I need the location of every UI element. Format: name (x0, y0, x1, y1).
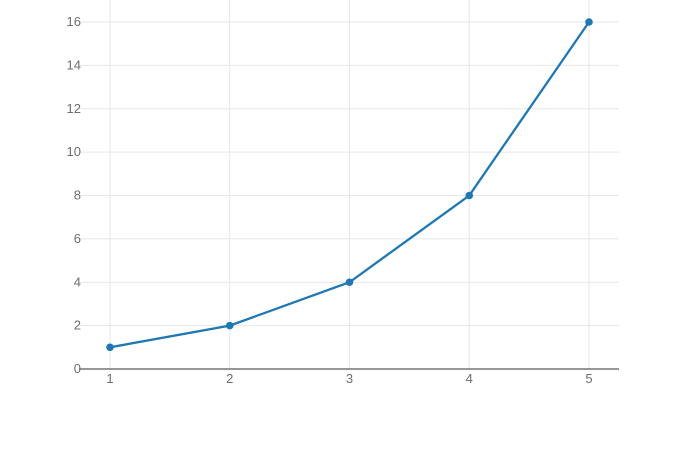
svg-text:5: 5 (585, 371, 592, 386)
svg-text:2: 2 (74, 318, 81, 333)
svg-text:14: 14 (67, 57, 81, 72)
svg-text:10: 10 (67, 144, 81, 159)
svg-text:1: 1 (106, 371, 113, 386)
svg-text:3: 3 (346, 371, 353, 386)
svg-text:16: 16 (67, 14, 81, 29)
svg-text:4: 4 (466, 371, 473, 386)
svg-text:0: 0 (74, 361, 81, 376)
svg-text:12: 12 (67, 101, 81, 116)
svg-text:6: 6 (74, 231, 81, 246)
svg-text:4: 4 (74, 274, 81, 289)
svg-text:8: 8 (74, 188, 81, 203)
svg-text:2: 2 (226, 371, 233, 386)
